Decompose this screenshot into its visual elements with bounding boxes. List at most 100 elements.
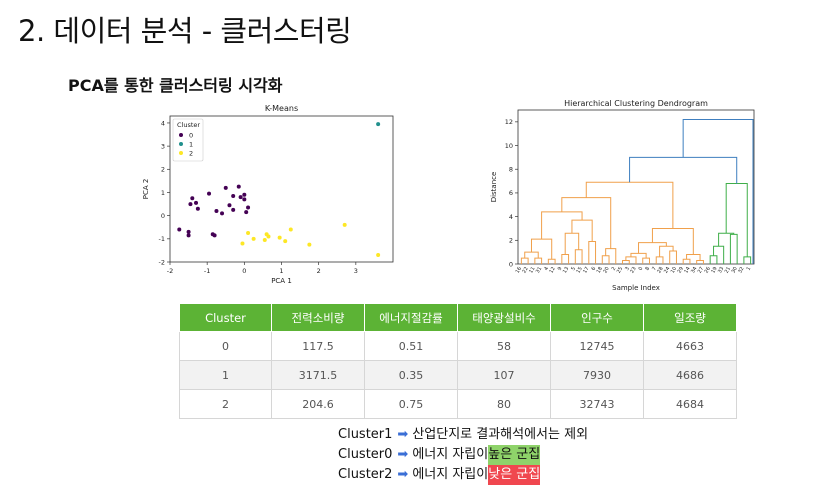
dendrogram-link (520, 257, 529, 264)
table-cell: 204.6 (271, 389, 365, 419)
leaf-label: 27 (697, 266, 705, 275)
header-cluster: Cluster (179, 303, 272, 332)
leaf-label: 9 (557, 266, 564, 272)
dendrogram-link (561, 197, 612, 249)
leaf-label: 6 (590, 266, 597, 272)
table-cell: 32743 (550, 389, 644, 419)
leaf-label: 12 (548, 266, 556, 275)
y-tick-label: -1 (159, 235, 165, 243)
leaf-label: 28 (656, 266, 664, 275)
note-highlight-high: 높은 군집 (488, 445, 541, 465)
scatter-point (242, 197, 247, 202)
leaf-label: 4 (543, 266, 550, 272)
arrow-right-icon: ➡ (397, 447, 409, 462)
leaf-label: 22 (521, 266, 529, 275)
scatter-point (194, 200, 199, 205)
scatter-point (195, 206, 200, 211)
leaf-label: 34 (690, 266, 698, 275)
y-tick-label: 2 (161, 166, 165, 174)
table-cell: 1 (179, 360, 272, 390)
dendrogram-link (729, 233, 738, 264)
dendrogram-link (713, 245, 725, 264)
dendrogram-link (651, 227, 694, 255)
scatter-point (277, 235, 282, 240)
table-row: 0 117.5 0.51 58 12745 4663 (179, 331, 737, 361)
table-row: 1 3171.5 0.35 107 7930 4686 (179, 360, 737, 390)
header-solar-count: 태양광설비수 (457, 303, 551, 332)
note-text: 에너지 자립이 (412, 467, 489, 482)
leaf-label: 10 (670, 266, 678, 275)
scatter-point (244, 210, 249, 215)
leaf-label: 31 (535, 266, 543, 275)
scatter-point (307, 242, 312, 247)
scatter-point (186, 233, 191, 238)
scatter-point (342, 222, 347, 227)
table-header-row: Cluster 전력소비량 에너지절감률 태양광설비수 인구수 일조량 (179, 303, 737, 332)
legend-label: 2 (189, 150, 193, 158)
y-tick-label: 3 (161, 142, 165, 150)
scatter-point (177, 227, 182, 232)
leaf-label: 16 (515, 266, 523, 275)
note-cluster-label: Cluster2 (338, 467, 393, 482)
dendrogram-link (601, 255, 610, 264)
legend-marker (179, 142, 183, 146)
scatter-point (227, 203, 232, 208)
table-cell: 4686 (643, 360, 737, 390)
x-axis-label: Sample Index (612, 284, 660, 292)
scatter-point (376, 122, 381, 127)
leaf-label: 15 (575, 266, 583, 275)
legend-marker (179, 151, 183, 155)
leaf-label: 0 (638, 266, 645, 272)
dendrogram-link (655, 256, 664, 264)
table-cell: 3171.5 (271, 360, 365, 390)
header-sunshine: 일조량 (643, 303, 737, 332)
dendrogram-link (541, 211, 583, 240)
scatter-point (236, 184, 241, 189)
scatter-point (266, 234, 271, 239)
table-cell: 117.5 (271, 331, 365, 361)
table-cell: 0.35 (364, 360, 458, 390)
header-power: 전력소비량 (271, 303, 365, 332)
scatter-point (207, 191, 212, 196)
x-tick-label: 0 (242, 267, 246, 275)
dendrogram-figure: Hierarchical Clustering Dendrogram 0 2 4 6 8 1… (486, 96, 761, 300)
legend-title: Cluster (177, 121, 200, 129)
dendrogram-link (561, 254, 570, 264)
legend-label: 1 (189, 141, 193, 149)
leaf-label: 8 (644, 266, 651, 272)
scatter-point (376, 253, 381, 258)
dendrogram-link (547, 258, 556, 264)
table-cell: 80 (457, 389, 551, 419)
scatter-point (288, 227, 293, 232)
dendrogram-link (718, 232, 735, 247)
scatter-point (246, 231, 251, 236)
scatter-point (238, 195, 243, 200)
plot-frame (169, 115, 394, 263)
x-axis-label: PCA 1 (271, 277, 292, 285)
scatter-point (283, 239, 288, 244)
table-cell: 2 (179, 389, 272, 419)
dendrogram-link (534, 257, 543, 264)
scatter-point (190, 196, 195, 201)
scatter-point (231, 193, 236, 198)
dendrogram-link (669, 250, 677, 264)
y-tick-label: 8 (509, 166, 513, 174)
dendrogram-link (571, 219, 593, 242)
scatter-point (242, 192, 247, 197)
y-tick-label: -2 (159, 258, 165, 266)
dendrogram-link (743, 256, 752, 264)
scatter-point (240, 241, 245, 246)
x-tick-label: 2 (317, 267, 321, 275)
table-cell: 12745 (550, 331, 644, 361)
leaf-label: 29 (677, 266, 685, 275)
section-subtitle: PCA를 통한 클러스터링 시각화 (68, 76, 283, 95)
leaf-label: 2 (611, 266, 618, 272)
scatter-point (188, 202, 193, 207)
scatter-point (212, 233, 217, 238)
legend-label: 0 (189, 132, 193, 140)
interpretation-notes: Cluster1 ➡ 산업단지로 결과해석에서는 제외 Cluster0 ➡ 에… (338, 425, 588, 485)
cluster-summary-table: Cluster 전력소비량 에너지절감률 태양광설비수 인구수 일조량 0 11… (179, 303, 737, 419)
y-tick-label: 0 (509, 260, 513, 268)
leaf-label: 24 (663, 266, 671, 275)
